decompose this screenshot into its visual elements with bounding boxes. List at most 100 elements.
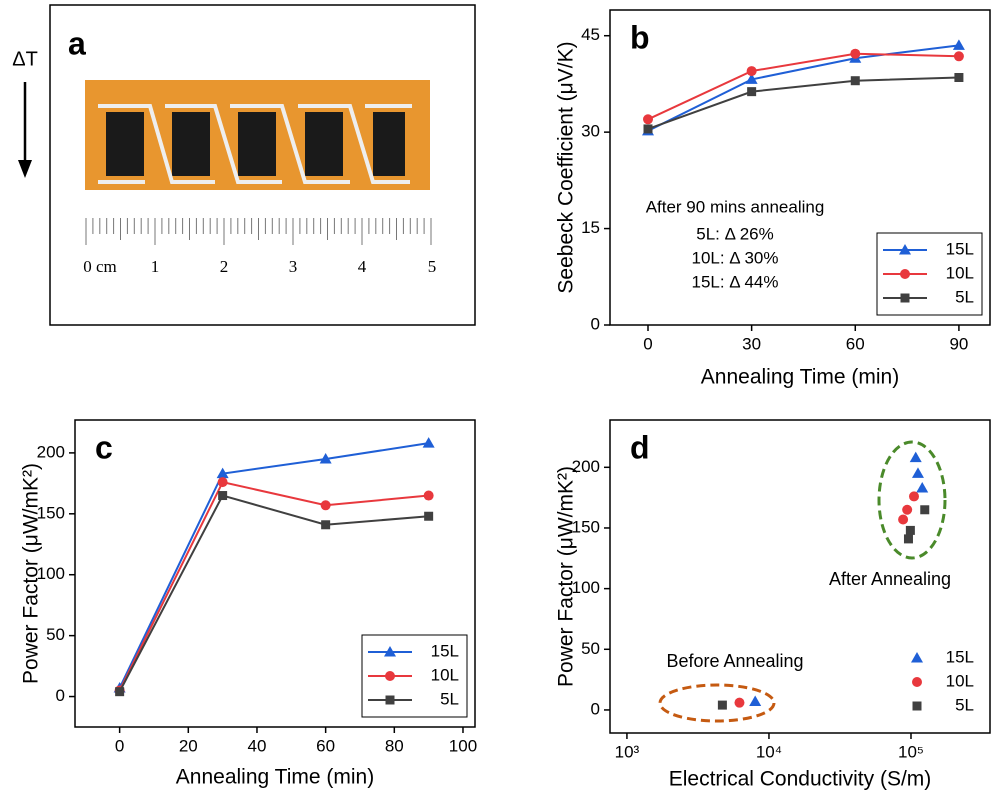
legend-label: 10L — [946, 263, 974, 282]
line — [647, 76, 959, 130]
line — [118, 480, 429, 691]
legend-marker — [900, 293, 910, 303]
x-tick-label: 60 — [316, 736, 335, 755]
leg — [106, 112, 144, 176]
marker — [954, 73, 964, 82]
y-tick-label: 100 — [37, 564, 65, 583]
arrow-head — [18, 160, 32, 178]
x-tick-label: 90 — [949, 334, 968, 353]
annotation: Before Annealing — [666, 651, 803, 671]
ruler-label: 1 — [151, 257, 160, 276]
y-tick-label: 150 — [572, 517, 600, 536]
y-tick-label: 30 — [581, 122, 600, 141]
marker — [749, 695, 762, 706]
legend-label: 5L — [955, 695, 974, 714]
marker — [115, 687, 125, 697]
annotation: 15L: Δ 44% — [692, 272, 779, 291]
legend-label: 10L — [431, 665, 459, 684]
annotation: After 90 mins annealing — [646, 197, 825, 216]
x-tick-label: 60 — [846, 334, 865, 353]
y-tick-label: 200 — [37, 442, 65, 461]
legend-label: 15L — [946, 647, 974, 666]
marker — [903, 534, 913, 544]
marker — [911, 467, 924, 478]
electrodes — [98, 104, 412, 184]
legend-label: 15L — [431, 641, 459, 660]
marker — [746, 66, 757, 77]
ruler-label: 2 — [220, 257, 229, 276]
legend-marker — [899, 244, 911, 255]
marker — [745, 73, 758, 84]
x-axis-label: Electrical Conductivity (S/m) — [669, 768, 932, 791]
legend-marker — [911, 652, 923, 663]
annotation: After Annealing — [829, 569, 951, 589]
y-axis-label: Seebeck Coefficient (μV/K) — [555, 41, 578, 293]
marker — [902, 504, 913, 515]
annotation: 10L: Δ 30% — [692, 248, 779, 267]
legend-label: 10L — [946, 671, 974, 690]
marker — [422, 437, 435, 448]
marker — [217, 477, 228, 488]
electrode — [165, 104, 282, 184]
before-ellipse — [658, 683, 776, 723]
plot-frame — [609, 9, 991, 326]
y-tick-label: 150 — [37, 503, 65, 522]
legend-label: 5L — [440, 689, 459, 708]
marker — [908, 491, 919, 502]
legend-label: 15L — [946, 239, 974, 258]
y-tick-label: 0 — [56, 686, 65, 705]
y-tick-label: 50 — [581, 639, 600, 658]
x-tick-label: 10⁵ — [898, 742, 924, 761]
x-tick-label: 0 — [115, 736, 124, 755]
legend-marker — [900, 269, 910, 279]
ruler — [85, 218, 432, 245]
line — [647, 44, 960, 132]
panel-label: c — [95, 429, 113, 465]
legs — [106, 112, 405, 176]
y-tick-label: 0 — [591, 314, 600, 333]
ruler-label: 3 — [289, 257, 298, 276]
marker — [953, 51, 964, 62]
x-axis-label: Annealing Time (min) — [701, 366, 899, 389]
y-tick-label: 200 — [572, 457, 600, 476]
marker — [905, 525, 915, 535]
marker — [321, 520, 331, 530]
legend-marker — [384, 646, 396, 657]
marker — [643, 124, 653, 134]
panel-label: d — [630, 429, 650, 465]
marker — [320, 500, 331, 511]
marker — [319, 452, 332, 464]
x-tick-label: 0 — [643, 334, 652, 353]
electrode — [298, 104, 410, 184]
marker — [423, 490, 434, 501]
x-tick-label: 20 — [179, 736, 198, 755]
x-tick-label: 80 — [385, 736, 404, 755]
marker — [216, 467, 229, 479]
marker — [920, 505, 930, 515]
leg — [238, 112, 276, 176]
x-tick-label: 100 — [449, 736, 477, 755]
line — [647, 52, 959, 121]
y-tick-label: 100 — [572, 578, 600, 597]
x-axis-label: Annealing Time (min) — [176, 766, 374, 789]
marker — [643, 114, 653, 125]
legend-marker — [912, 677, 922, 687]
y-axis-label: Power Factor (μW/mK²) — [555, 466, 578, 687]
after-ellipse — [877, 440, 947, 560]
legend-marker — [385, 695, 395, 705]
marker — [850, 76, 860, 86]
marker — [952, 39, 965, 50]
y-axis-label: Power Factor (μW/mK²) — [20, 463, 43, 684]
plot-frame — [74, 419, 476, 728]
ruler-label: 4 — [358, 257, 367, 276]
panel-label: a — [68, 25, 86, 61]
marker — [424, 511, 434, 521]
line — [118, 494, 429, 693]
leg — [305, 112, 343, 176]
electrode — [230, 104, 350, 184]
ruler-label: 0 cm — [83, 257, 117, 276]
legend-label: 5L — [955, 287, 974, 306]
marker — [717, 700, 727, 710]
line — [118, 442, 429, 689]
